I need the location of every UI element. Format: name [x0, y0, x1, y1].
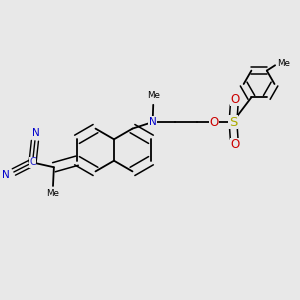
Text: O: O	[231, 93, 240, 106]
Text: N: N	[32, 128, 40, 138]
Text: O: O	[209, 116, 219, 129]
Text: O: O	[231, 138, 240, 152]
Text: Me: Me	[277, 59, 290, 68]
Text: Me: Me	[147, 92, 160, 100]
Text: C: C	[29, 158, 36, 167]
Text: N: N	[2, 170, 10, 180]
Text: S: S	[229, 116, 237, 129]
Text: N: N	[149, 117, 157, 127]
Text: Me: Me	[46, 189, 59, 198]
